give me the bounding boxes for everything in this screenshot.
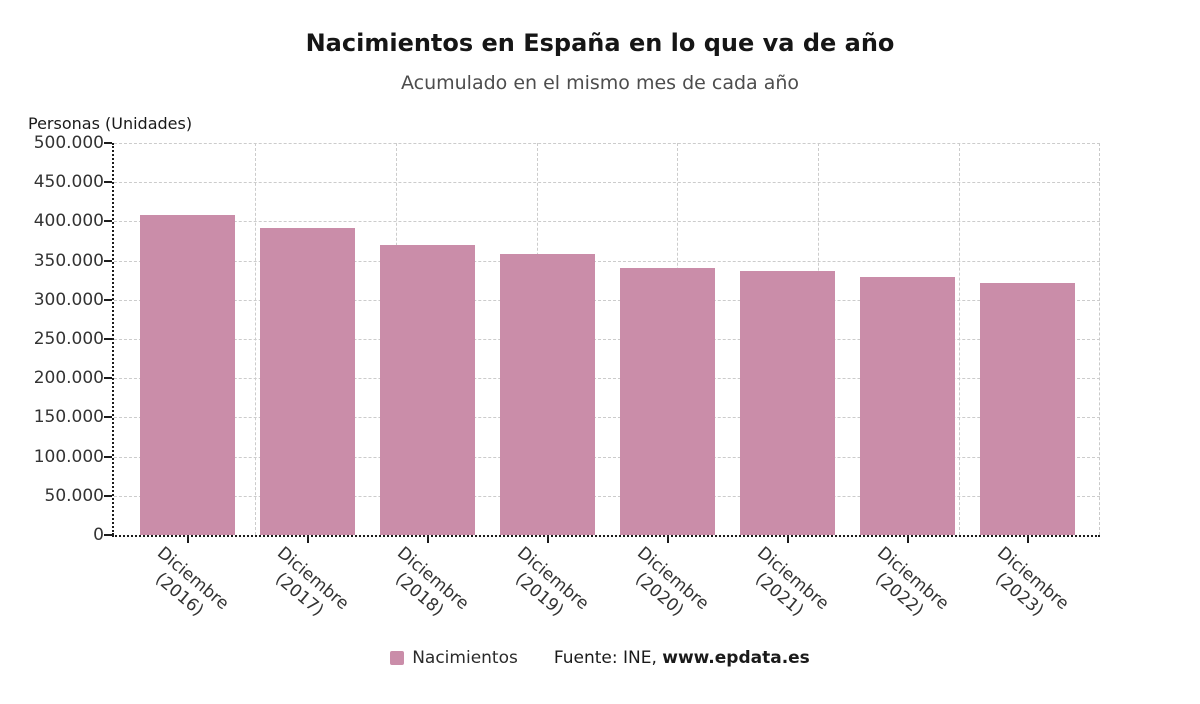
gridline-horizontal [114,143,1100,144]
y-axis-tick-label: 300.000 [33,289,104,310]
y-axis-tick-label: 350.000 [33,250,104,271]
y-axis-tick [104,220,112,223]
y-axis-title: Personas (Unidades) [28,114,193,133]
bar-2016[interactable] [140,215,235,535]
bar-2020[interactable] [620,268,715,535]
gridline-horizontal [114,378,1100,380]
bar-2021[interactable] [740,270,835,535]
x-axis-tick [786,537,789,543]
y-axis-tick [104,298,112,301]
x-axis-tick [186,537,189,543]
source-link[interactable]: www.epdata.es [662,648,810,668]
gridline-vertical [959,143,961,535]
y-axis-tick [104,455,112,458]
chart-title: Nacimientos en España en lo que va de añ… [305,29,895,57]
x-axis-tick [1026,537,1029,543]
y-axis-tick [104,534,112,536]
y-axis-tick [104,181,112,184]
plot-area: Diciembre (2016) Diciembre (2017) Diciembre(… [104,142,1100,620]
gridline-horizontal [114,456,1100,458]
legend-label: Nacimientos [412,648,518,668]
y-axis-line [112,143,114,535]
y-axis-tick [104,259,112,262]
gridline-vertical [254,143,256,535]
y-axis-tick-label: 400.000 [33,211,104,232]
x-axis-label-text: Diciembre (2017) [259,543,352,631]
y-axis-tick [104,494,112,497]
gridline-horizontal [114,182,1100,184]
bar-2023[interactable] [980,282,1075,535]
gridline-horizontal [114,417,1100,419]
bar-2018[interactable] [380,244,475,535]
bar-2019[interactable] [500,254,595,535]
y-axis-tick-label: 0 [93,525,104,545]
legend-marker [390,651,405,665]
x-axis-tick [546,537,549,543]
y-axis-tick-label: 450.000 [33,172,104,193]
x-axis-label-text: Diciembre (2020) [619,543,712,631]
chart-footer: Nacimientos Fuente: INE, www.epdata.es [0,648,1200,668]
x-axis-tick [426,537,429,543]
y-axis-tick-label: 50.000 [44,485,104,506]
legend-item-nacimientos[interactable]: Nacimientos [390,648,518,668]
x-axis-label-text: Diciembre (2016) [139,543,232,631]
y-axis-tick-label: 250.000 [33,329,104,349]
gridline-horizontal [114,299,1100,301]
y-axis-tick [104,142,112,144]
gridline-horizontal [114,260,1100,262]
x-axis-tick [666,537,669,543]
x-axis-label-text: Diciembre (2019) [499,543,592,631]
y-axis-tick [104,416,112,419]
gridline-horizontal [114,495,1100,497]
y-axis-tick-label: 200.000 [33,368,104,389]
chart-subtitle: Acumulado en el mismo mes de cada año [400,72,800,94]
source-text: Fuente: INE, www.epdata.es [554,648,810,668]
y-axis-tick-label: 100.000 [33,446,104,467]
y-axis-tick-label: 150.000 [33,407,104,428]
y-axis-labels: 0 50.000 100.000 150.000 200.000 250.000 300.0… [0,133,104,545]
bar-2017[interactable] [260,228,355,535]
x-axis-line [112,535,1100,537]
x-axis-label-text: Diciembre (2023) [979,543,1072,631]
x-axis-label-text: Diciembre (2022) [859,543,952,631]
y-axis-tick [104,377,112,380]
y-axis-tick [104,338,112,340]
y-axis-tick-label: 500.000 [33,133,104,153]
bar-2022[interactable] [860,277,955,535]
x-axis-tick [306,537,309,543]
source-prefix: Fuente: INE, [553,648,663,668]
x-axis-label-text: Diciembre (2018) [379,543,472,631]
gridline-horizontal [114,339,1100,340]
x-axis-tick [906,537,909,543]
gridline-horizontal [114,221,1100,223]
x-axis-label-text: Diciembre (2021) [739,543,832,631]
